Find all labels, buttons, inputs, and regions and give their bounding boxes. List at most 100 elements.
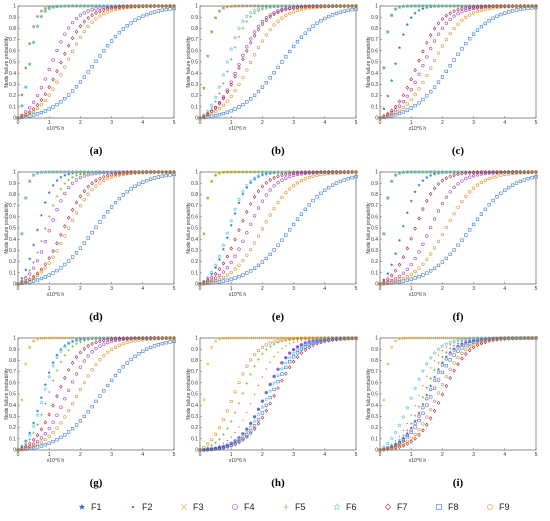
data-point bbox=[464, 351, 468, 357]
data-point bbox=[276, 201, 280, 205]
data-point bbox=[418, 395, 420, 397]
data-point bbox=[518, 171, 523, 175]
data-point bbox=[350, 175, 354, 180]
y-tick-label: 0.2 bbox=[191, 259, 198, 265]
data-point bbox=[464, 8, 468, 12]
data-point bbox=[295, 351, 300, 355]
data-point bbox=[20, 276, 24, 280]
data-point bbox=[50, 363, 56, 369]
data-point bbox=[452, 348, 456, 352]
data-point bbox=[245, 45, 249, 49]
y-tick-label: 0 bbox=[375, 282, 378, 288]
data-point bbox=[534, 170, 538, 174]
data-point bbox=[417, 275, 421, 279]
data-point bbox=[252, 194, 257, 199]
data-point bbox=[315, 21, 319, 25]
data-point bbox=[354, 336, 358, 340]
data-point bbox=[389, 12, 395, 18]
data-point bbox=[51, 255, 55, 259]
y-tick-label: 0.3 bbox=[191, 248, 198, 254]
data-point bbox=[421, 273, 425, 277]
data-point bbox=[137, 5, 141, 9]
data-point bbox=[467, 336, 473, 341]
data-point bbox=[401, 100, 406, 104]
data-point bbox=[311, 170, 315, 175]
data-point bbox=[233, 267, 237, 271]
y-tick-label: 0.7 bbox=[9, 203, 16, 209]
data-point bbox=[121, 27, 125, 31]
data-point bbox=[133, 354, 137, 359]
x-tick-label: 4 bbox=[323, 286, 326, 292]
data-point bbox=[397, 4, 402, 10]
data-point bbox=[237, 105, 241, 109]
data-point bbox=[78, 194, 83, 199]
data-point bbox=[39, 267, 44, 272]
data-point bbox=[452, 361, 456, 365]
data-point bbox=[276, 386, 280, 391]
data-point bbox=[16, 448, 20, 452]
data-point bbox=[47, 93, 51, 97]
data-point bbox=[342, 336, 346, 340]
data-point bbox=[47, 256, 51, 261]
data-point bbox=[421, 428, 425, 433]
data-point bbox=[430, 367, 432, 369]
data-point bbox=[63, 415, 67, 419]
data-point bbox=[440, 343, 445, 349]
data-point bbox=[330, 4, 335, 9]
y-tick-label: 0.4 bbox=[191, 71, 198, 77]
data-point bbox=[233, 211, 237, 215]
data-point bbox=[237, 170, 241, 174]
data-point bbox=[63, 262, 67, 267]
data-point bbox=[444, 364, 448, 368]
data-point bbox=[425, 393, 429, 397]
data-point bbox=[307, 336, 311, 340]
data-point bbox=[256, 407, 261, 411]
x-tick-label: 1 bbox=[48, 286, 51, 292]
data-point bbox=[303, 207, 307, 211]
data-point bbox=[125, 340, 129, 345]
data-point bbox=[222, 442, 225, 444]
data-point bbox=[436, 32, 441, 36]
data-point bbox=[401, 442, 406, 446]
x-tick-label: 2 bbox=[441, 286, 444, 292]
data-point bbox=[210, 272, 214, 276]
data-point bbox=[522, 171, 526, 175]
data-point bbox=[491, 175, 495, 179]
data-point bbox=[31, 437, 36, 442]
data-point bbox=[19, 103, 25, 108]
data-point bbox=[59, 405, 63, 409]
data-point bbox=[152, 170, 157, 174]
data-point bbox=[70, 339, 75, 343]
data-point bbox=[291, 337, 296, 341]
x-tick-label: 0 bbox=[379, 452, 382, 458]
data-point bbox=[447, 169, 453, 174]
data-point bbox=[295, 169, 300, 175]
data-point bbox=[28, 445, 32, 449]
data-point bbox=[245, 427, 249, 431]
data-point bbox=[315, 173, 319, 177]
y-tick-label: 1 bbox=[375, 336, 378, 342]
data-point bbox=[74, 211, 79, 215]
data-point bbox=[455, 337, 461, 343]
data-point bbox=[413, 276, 417, 280]
data-point bbox=[288, 49, 292, 54]
data-point bbox=[31, 444, 36, 448]
data-point bbox=[55, 48, 59, 53]
data-point bbox=[272, 340, 276, 344]
data-point bbox=[444, 225, 448, 230]
data-point bbox=[448, 17, 452, 21]
data-point bbox=[448, 350, 452, 354]
data-point bbox=[217, 253, 222, 259]
data-point bbox=[109, 335, 114, 341]
data-point bbox=[90, 368, 94, 372]
data-point bbox=[210, 280, 214, 284]
data-point bbox=[475, 343, 480, 348]
data-point bbox=[237, 436, 241, 440]
data-point bbox=[229, 57, 233, 61]
data-point bbox=[518, 4, 523, 8]
data-point bbox=[323, 336, 327, 340]
data-point bbox=[233, 254, 237, 258]
data-point bbox=[338, 179, 343, 184]
data-point bbox=[159, 335, 165, 340]
data-point bbox=[483, 339, 487, 343]
